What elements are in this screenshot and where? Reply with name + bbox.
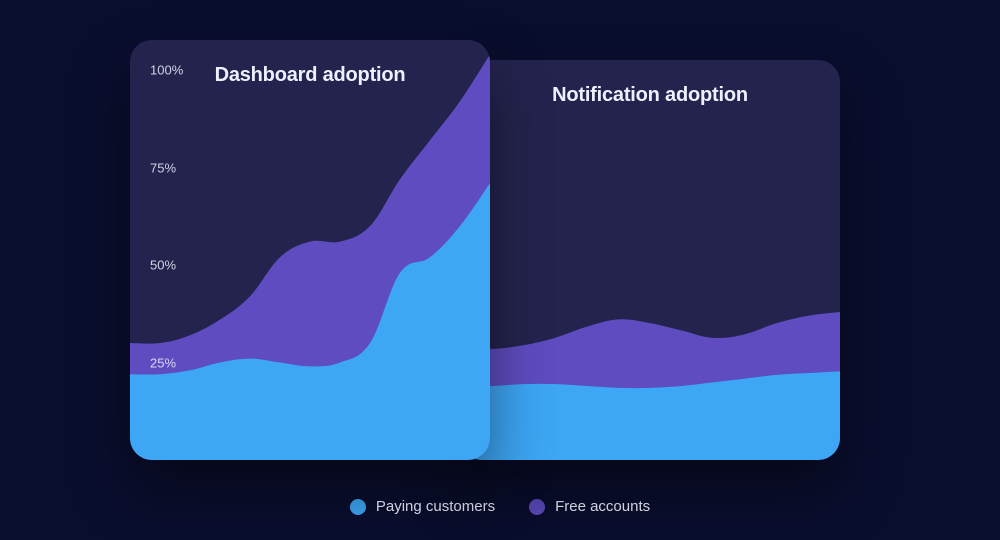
card-title: Notification adoption bbox=[460, 84, 840, 107]
legend-swatch bbox=[529, 499, 545, 515]
chart-legend: Paying customers Free accounts bbox=[0, 498, 1000, 515]
y-axis-tick: 25% bbox=[150, 355, 176, 370]
notification-adoption-card: Notification adoption bbox=[460, 60, 840, 460]
legend-item-free: Free accounts bbox=[529, 498, 650, 515]
legend-label: Paying customers bbox=[376, 498, 495, 515]
legend-label: Free accounts bbox=[555, 498, 650, 515]
dashboard-area-chart bbox=[130, 40, 490, 460]
legend-item-paying: Paying customers bbox=[350, 498, 495, 515]
y-axis-tick: 75% bbox=[150, 160, 176, 175]
chart-stage: Notification adoption Dashboard adoption… bbox=[0, 0, 1000, 540]
y-axis-tick: 100% bbox=[150, 63, 183, 78]
card-title: Dashboard adoption bbox=[130, 64, 490, 87]
legend-swatch bbox=[350, 499, 366, 515]
notification-area-chart bbox=[460, 60, 840, 460]
dashboard-adoption-card: Dashboard adoption 100% 75% 50% 25% bbox=[130, 40, 490, 460]
y-axis-tick: 50% bbox=[150, 258, 176, 273]
